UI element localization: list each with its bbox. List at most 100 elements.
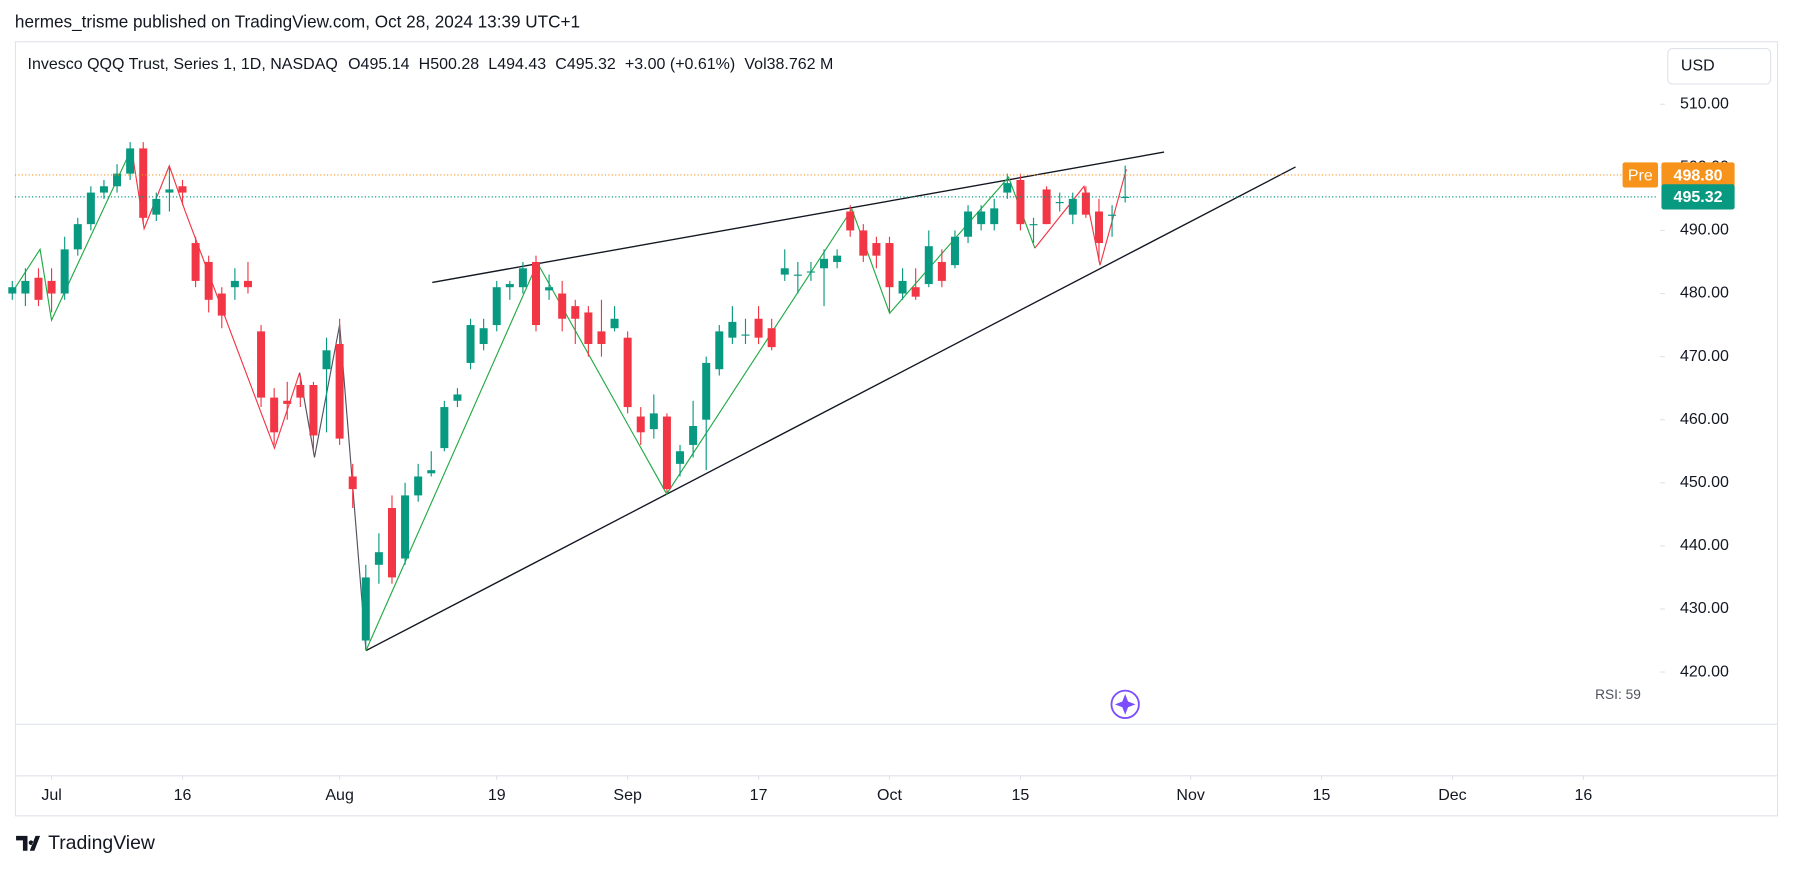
candle-body — [47, 280, 56, 294]
candle-body — [1068, 198, 1077, 215]
candle — [1094, 198, 1103, 262]
y-tick-label: 420.00 — [1680, 663, 1729, 680]
candle-body — [1121, 196, 1130, 199]
candle — [820, 249, 829, 307]
candle — [283, 381, 292, 420]
currency-label[interactable]: USD — [1681, 58, 1715, 75]
y-tick-label: 470.00 — [1680, 348, 1729, 365]
candle — [558, 280, 567, 332]
candle-body — [1016, 179, 1025, 225]
candle-body — [152, 198, 161, 215]
candle — [21, 268, 30, 307]
candle — [990, 198, 999, 231]
candle — [885, 236, 894, 313]
candle — [859, 224, 868, 262]
candle-body — [623, 337, 632, 408]
candle — [270, 388, 279, 445]
candle — [911, 268, 920, 300]
x-tick-label: 19 — [488, 787, 506, 804]
brand-name: TradingView — [48, 832, 156, 854]
session-tag: Pre — [1628, 167, 1653, 184]
candle — [191, 236, 200, 288]
candle-body — [479, 328, 488, 344]
ohlc-low: L494.43 — [488, 56, 546, 73]
candle — [60, 236, 69, 300]
currency-button[interactable] — [1667, 48, 1772, 85]
brand: TradingView — [16, 832, 156, 854]
candle-body — [21, 280, 30, 294]
candle-body — [217, 293, 226, 316]
candle — [531, 255, 541, 332]
candle — [1029, 217, 1038, 244]
candle-body — [126, 148, 135, 174]
candle — [767, 318, 776, 351]
candle-body — [296, 384, 305, 398]
candle-body — [689, 426, 698, 445]
candle — [204, 255, 213, 313]
candle — [950, 230, 959, 269]
candle-body — [270, 397, 279, 433]
candle-body — [427, 470, 436, 474]
candle — [453, 388, 462, 408]
chart-frame — [14, 41, 1779, 817]
candle-body — [243, 280, 252, 288]
candle-body — [204, 261, 213, 300]
candle — [348, 463, 357, 509]
candle-body — [911, 287, 920, 297]
price-label: 495.32 — [1674, 189, 1723, 206]
candle — [1055, 192, 1064, 212]
candle-body — [99, 186, 108, 193]
candle-body — [924, 246, 933, 285]
candle-body — [34, 277, 43, 300]
price-label: 498.80 — [1674, 167, 1723, 184]
candle — [34, 268, 43, 307]
y-tick-label: 430.00 — [1680, 600, 1729, 617]
candle — [545, 274, 554, 300]
candle — [793, 261, 802, 294]
candle-body — [191, 243, 200, 281]
sparkle-icon[interactable] — [1114, 694, 1136, 715]
candle — [584, 306, 593, 357]
candle-body — [374, 552, 383, 565]
candle — [754, 306, 763, 344]
candle-body — [859, 230, 868, 256]
change: +3.00 (+0.61%) — [625, 56, 735, 73]
candle-body — [702, 362, 711, 420]
candle — [597, 299, 606, 357]
candle — [387, 495, 396, 584]
candle-body — [335, 343, 344, 439]
candle — [126, 142, 135, 180]
candle-body — [741, 334, 750, 336]
candle-body — [453, 394, 462, 401]
candles — [8, 142, 1130, 647]
candle-body — [833, 255, 842, 262]
candle — [571, 299, 580, 344]
candle-body — [414, 476, 423, 496]
candle-body — [676, 451, 685, 464]
candle — [846, 205, 855, 237]
candle-body — [636, 416, 645, 433]
zigzag-up — [14, 148, 133, 323]
ohlc-open: O495.14 — [348, 56, 409, 73]
candle-body — [545, 287, 554, 291]
candle — [977, 205, 986, 231]
candle — [99, 179, 108, 199]
candle — [1108, 205, 1117, 237]
candle-body — [728, 321, 737, 338]
candle — [1068, 192, 1077, 225]
candle-body — [531, 261, 541, 326]
legend: Invesco QQQ Trust, Series 1, 1D, NASDAQ O… — [27, 56, 833, 73]
candle-body — [964, 211, 973, 237]
candle — [374, 533, 383, 584]
zigzag-up — [365, 176, 1036, 651]
candle — [937, 249, 946, 288]
candle — [964, 205, 973, 244]
ohlc-close: C495.32 — [555, 56, 616, 73]
y-tick-label: 450.00 — [1680, 474, 1729, 491]
candle — [178, 179, 187, 206]
y-tick-label: 510.00 — [1680, 95, 1729, 112]
candle — [257, 325, 266, 408]
candle-body — [230, 280, 239, 288]
publish-note: hermes_trisme published on TradingView.c… — [15, 11, 580, 31]
